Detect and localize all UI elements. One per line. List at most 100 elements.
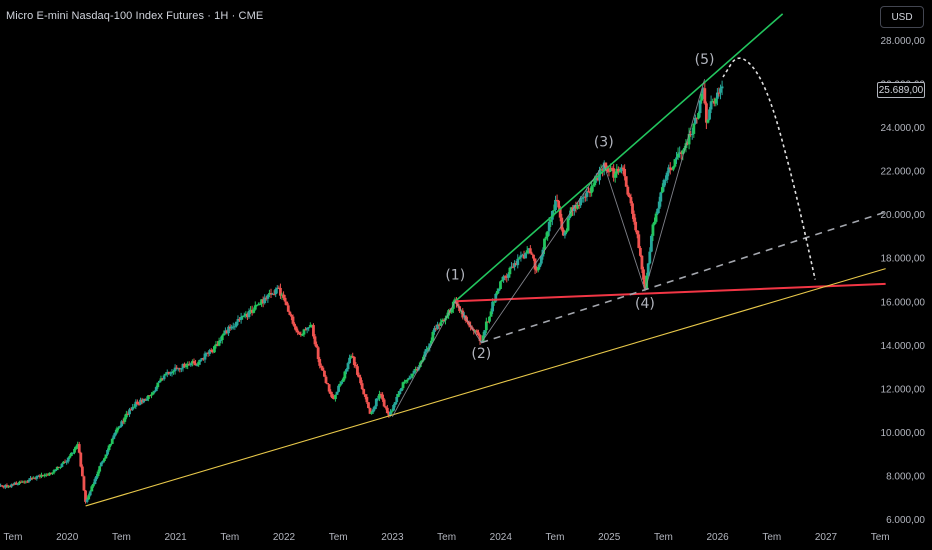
candle-body xyxy=(466,321,469,323)
time-tick-label: Tem xyxy=(329,532,348,543)
candle-body xyxy=(29,478,32,480)
candle-body xyxy=(640,255,644,270)
time-tick-label: 2027 xyxy=(815,532,838,543)
time-tick-label: Tem xyxy=(546,532,565,543)
candle-body xyxy=(134,401,138,407)
channel-upper-line xyxy=(454,13,784,302)
candle-body xyxy=(462,315,466,318)
candle-body xyxy=(197,361,201,365)
candle-body xyxy=(305,327,309,330)
time-axis[interactable]: Tem 2020 Tem 2021 Tem 2022 Tem 2023 Tem 2024 Tem 20… xyxy=(4,532,890,543)
candle-body xyxy=(285,301,289,306)
candle-body xyxy=(604,162,608,169)
candle-body xyxy=(379,394,383,396)
time-tick-label: Tem xyxy=(4,532,23,543)
candle-body xyxy=(205,352,208,354)
candle-body xyxy=(269,293,273,295)
candle-body xyxy=(143,398,147,401)
candle-body xyxy=(84,490,87,502)
candle-body xyxy=(60,463,64,467)
wave2-dashed-line xyxy=(481,211,886,344)
candle-body xyxy=(651,224,655,236)
candle-body xyxy=(503,276,507,278)
candle-body xyxy=(505,276,509,278)
candle-body xyxy=(101,460,105,463)
candle-body xyxy=(627,194,631,198)
candle-body xyxy=(95,476,98,480)
candle-body xyxy=(711,101,715,103)
candle-body xyxy=(76,444,80,447)
price-axis[interactable]: 6.000,00 8.000,00 10.000,00 12.000,00 14.000… xyxy=(881,36,926,526)
candle-body xyxy=(670,168,674,170)
candle-body xyxy=(195,364,199,366)
candle-body xyxy=(407,377,411,380)
candle-body xyxy=(461,310,465,318)
candle-body xyxy=(194,363,197,366)
candle-body xyxy=(502,276,506,280)
candle-body xyxy=(187,363,191,366)
candle-body xyxy=(263,297,267,304)
candle-body xyxy=(398,391,402,395)
candle-body xyxy=(676,153,680,158)
candle-body xyxy=(154,387,158,392)
candle-body xyxy=(396,394,400,397)
candle-body xyxy=(615,168,619,174)
candle-body xyxy=(271,293,274,295)
candle-body xyxy=(376,398,380,400)
time-tick-label: 2020 xyxy=(56,532,79,543)
candle-body xyxy=(230,326,234,329)
candle-body xyxy=(631,203,634,214)
candle-body xyxy=(18,481,21,484)
candle-body xyxy=(528,248,532,254)
currency-button[interactable]: USD xyxy=(880,6,924,28)
candle-body xyxy=(335,391,339,395)
candle-body xyxy=(183,364,186,368)
candle-body xyxy=(563,232,567,236)
candle-body xyxy=(211,350,215,353)
candle-body xyxy=(30,478,34,480)
candle-body xyxy=(131,407,135,410)
time-tick-label: 2024 xyxy=(490,532,513,543)
candle-body xyxy=(258,303,262,305)
candle-body xyxy=(549,219,553,222)
candle-body xyxy=(557,200,561,208)
candle-body xyxy=(52,470,56,473)
candle-body xyxy=(626,186,630,195)
candle-body xyxy=(88,491,92,496)
candle-body xyxy=(401,382,405,389)
candle-body xyxy=(489,311,493,317)
candle-body xyxy=(395,396,399,403)
candle-body xyxy=(708,109,711,120)
candle-body xyxy=(321,367,325,371)
candle-body xyxy=(414,368,417,371)
candle-body xyxy=(293,323,296,327)
candlestick-series xyxy=(0,80,724,504)
candle-body xyxy=(668,167,672,169)
candle-body xyxy=(576,205,579,209)
candle-body xyxy=(423,351,427,357)
candle-body xyxy=(146,395,150,399)
candle-body xyxy=(590,186,594,193)
candle-body xyxy=(403,381,406,383)
candle-body xyxy=(148,395,152,397)
candle-body xyxy=(8,486,12,488)
candle-body xyxy=(349,356,353,358)
candle-body xyxy=(492,301,496,303)
candle-body xyxy=(214,344,218,347)
candle-body xyxy=(189,363,193,366)
candle-body xyxy=(329,391,333,395)
price-tick-label: 6.000,00 xyxy=(886,515,925,526)
candle-body xyxy=(268,293,271,295)
candle-body xyxy=(164,374,168,376)
candle-body xyxy=(198,359,202,362)
candle-body xyxy=(532,254,535,259)
candle-body xyxy=(543,238,546,250)
candle-body xyxy=(326,383,329,385)
candle-body xyxy=(242,315,246,317)
candle-body xyxy=(178,368,182,370)
candle-body xyxy=(500,279,504,282)
candle-body xyxy=(645,275,649,289)
candle-body xyxy=(0,485,4,487)
candle-body xyxy=(341,378,345,382)
